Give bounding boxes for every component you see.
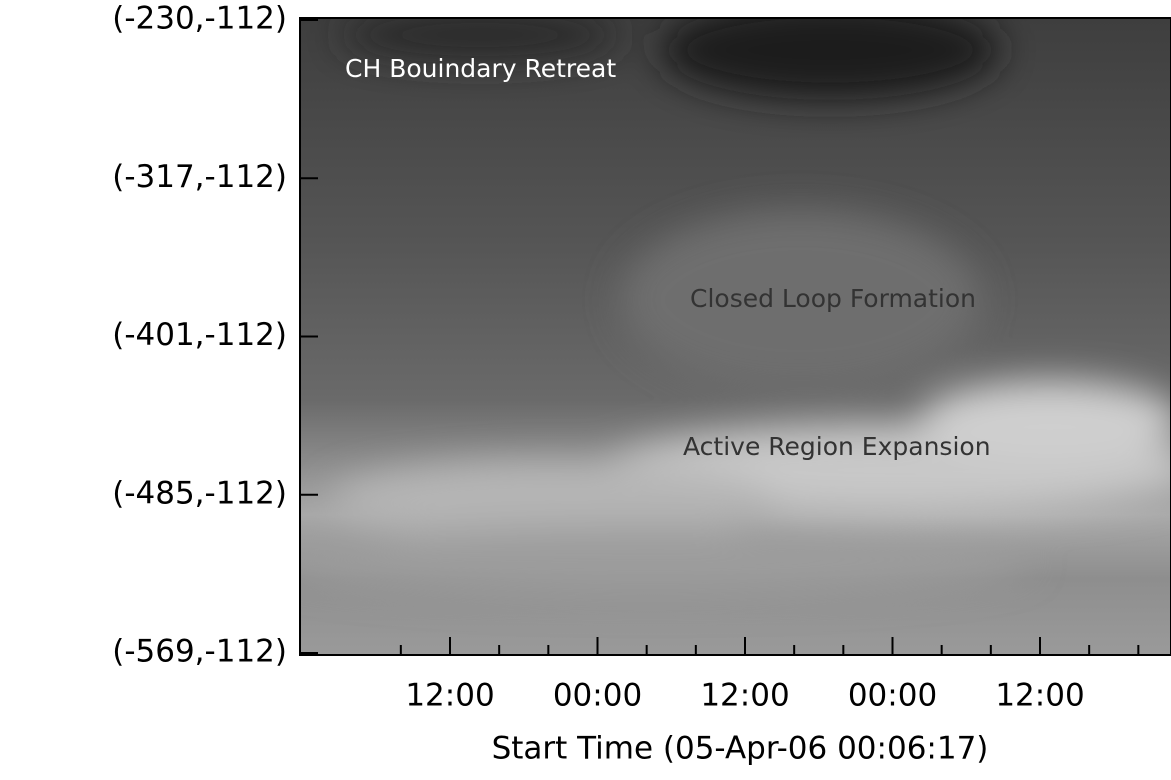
y-tick-label: (-401,-112) [112, 317, 287, 353]
annotation: CH Bouindary Retreat [345, 54, 616, 83]
x-tick-label: 00:00 [848, 678, 937, 714]
annotation: Closed Loop Formation [690, 284, 976, 313]
x-tick-label: 12:00 [995, 678, 1084, 714]
x-tick-label: 00:00 [553, 678, 642, 714]
annotation: Active Region Expansion [683, 432, 991, 461]
y-tick-label: (-230,-112) [112, 1, 287, 37]
y-tick-label: (-317,-112) [112, 159, 287, 195]
y-tick-label: (-485,-112) [112, 475, 287, 511]
y-tick-label: (-569,-112) [112, 634, 287, 670]
image-background [300, 18, 1171, 655]
x-tick-label: 12:00 [700, 678, 789, 714]
x-tick-label: 12:00 [405, 678, 494, 714]
x-axis-label: Start Time (05-Apr-06 00:06:17) [492, 731, 989, 767]
